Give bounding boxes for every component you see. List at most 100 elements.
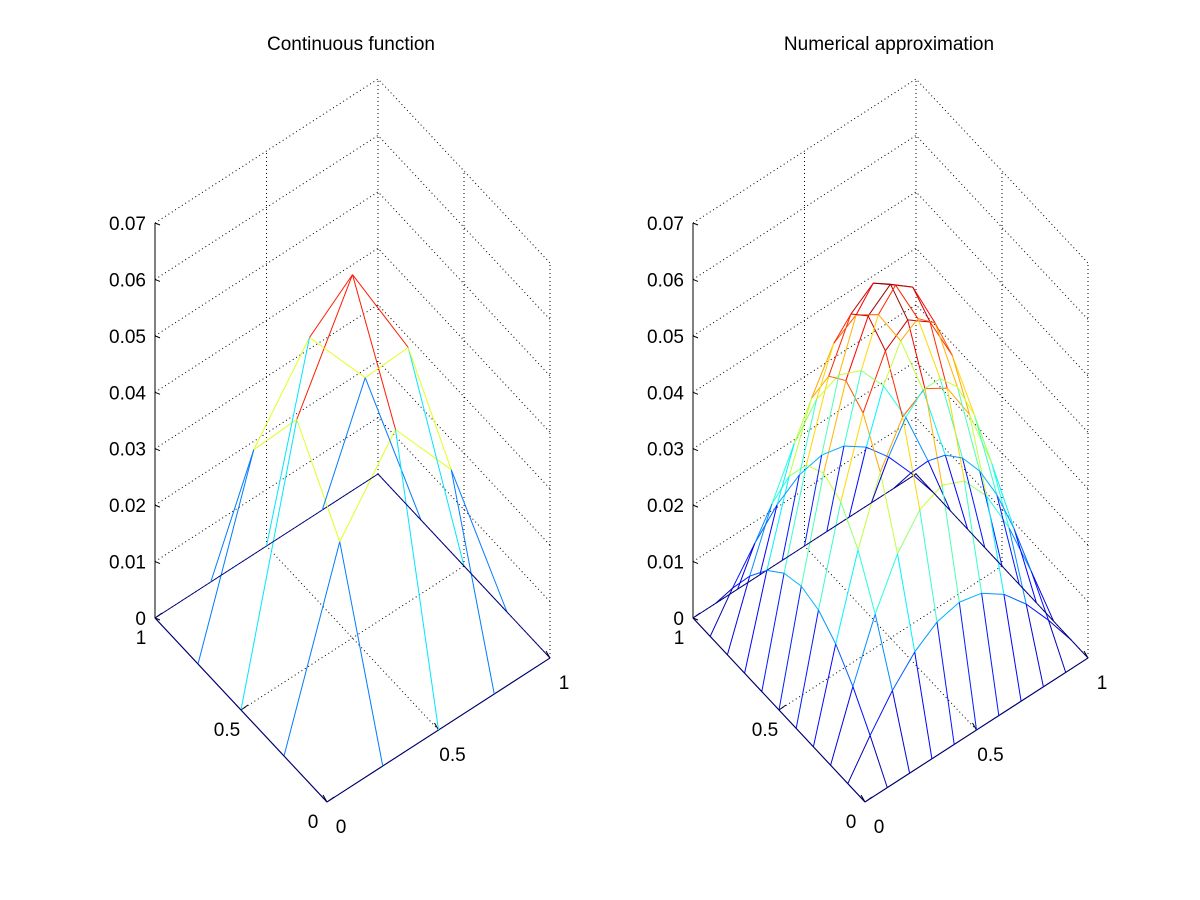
- mesh-line-y: [984, 547, 1003, 567]
- mesh-line-y: [377, 473, 422, 521]
- mesh-line-y: [956, 386, 976, 416]
- mesh-line-y: [932, 492, 951, 512]
- mesh-line-y: [917, 318, 936, 324]
- mesh-line-y: [210, 449, 255, 583]
- mesh-line-y: [890, 283, 909, 321]
- mesh-line-x: [838, 370, 862, 376]
- mesh-line-y: [816, 343, 835, 400]
- mesh-line-x: [1048, 619, 1072, 640]
- z-tick-label: 0.01: [109, 553, 146, 574]
- mesh-line-x: [912, 286, 936, 324]
- mesh-line-y: [818, 609, 837, 645]
- grid-line-z: [692, 360, 1089, 546]
- mesh-line-y: [1008, 527, 1027, 605]
- mesh-line-y: [1053, 620, 1072, 640]
- mesh-line-y: [879, 471, 898, 554]
- mesh-line-x: [709, 588, 733, 637]
- mesh-line-y: [850, 313, 869, 317]
- grid-line-z: [154, 304, 551, 490]
- mesh-line-y: [1025, 604, 1044, 687]
- mesh-line-y: [939, 378, 958, 388]
- mesh-line-y: [283, 755, 328, 803]
- mesh-line-y: [870, 456, 890, 503]
- grid-line-z: [154, 360, 551, 546]
- mesh-line-x: [914, 621, 938, 653]
- mesh-line-x: [1025, 603, 1049, 621]
- mesh-line-y: [1001, 565, 1020, 585]
- mesh-line-y: [910, 460, 929, 474]
- grid-line-z: [154, 416, 551, 602]
- mesh-line-y: [912, 286, 931, 323]
- mesh-line-x: [888, 456, 912, 474]
- mesh-line-y: [783, 572, 802, 587]
- mesh-line-y: [450, 469, 495, 695]
- mesh-line-x: [964, 480, 987, 497]
- mesh-line-x: [395, 429, 452, 471]
- mesh-line-y: [778, 709, 797, 729]
- mesh-line-y: [1018, 584, 1037, 604]
- mesh-line-x: [818, 501, 842, 611]
- mesh-line-y: [867, 315, 886, 351]
- mesh-line-y: [197, 663, 242, 711]
- mesh-line-x: [759, 559, 783, 576]
- mesh-line-x: [835, 549, 859, 645]
- grid-line-floor-y: [240, 565, 465, 711]
- z-tick-mark: [692, 335, 699, 339]
- mesh-line-x: [744, 570, 768, 674]
- mesh-line-y: [1013, 528, 1032, 572]
- mesh-line-y: [830, 764, 849, 784]
- y-tick-mark: [240, 704, 249, 711]
- mesh-line-y: [800, 585, 819, 611]
- mesh-line-x: [887, 772, 910, 789]
- mesh-line-y: [309, 274, 353, 338]
- mesh-line-y: [754, 503, 773, 544]
- mesh-line-x: [860, 370, 884, 387]
- mesh-line-y: [709, 636, 728, 656]
- mesh-line-y: [714, 587, 733, 604]
- mesh-line-x: [959, 592, 982, 603]
- grid-line-z: [692, 247, 1089, 433]
- mesh-line-y: [915, 473, 934, 493]
- mesh-line-x: [692, 603, 716, 619]
- mesh-line-y: [766, 569, 785, 574]
- mesh-line-x: [783, 464, 807, 574]
- mesh-line-y: [974, 415, 993, 464]
- mesh-line-x: [939, 378, 963, 459]
- z-tick-mark: [692, 278, 699, 282]
- z-tick-mark: [154, 222, 161, 226]
- y-tick-label: 0: [308, 812, 319, 833]
- mesh-line-y: [919, 509, 938, 623]
- mesh-line-y: [253, 419, 298, 451]
- mesh-line-x: [438, 693, 495, 731]
- mesh-line-y: [823, 472, 842, 503]
- mesh-line-x: [812, 643, 837, 747]
- z-tick-mark: [154, 504, 161, 508]
- mesh-line-x: [927, 460, 951, 512]
- z-tick-mark: [154, 561, 161, 565]
- z-tick-label: 0.01: [647, 553, 684, 574]
- mesh-line-y: [951, 355, 970, 415]
- z-tick-label: 0.04: [109, 383, 146, 404]
- mesh-line-x: [910, 472, 934, 493]
- mesh-line-x: [197, 449, 255, 665]
- mesh-line-y: [893, 472, 912, 489]
- mesh-line-y: [855, 282, 874, 316]
- mesh-line-x: [845, 315, 869, 381]
- mesh-line-y: [395, 429, 439, 731]
- mesh-line-x: [848, 502, 872, 518]
- mesh-line-x: [891, 651, 916, 691]
- mesh-line-x: [781, 545, 805, 561]
- mesh-line-y: [845, 380, 864, 414]
- mesh-line-y: [860, 314, 879, 371]
- mesh-line-y: [296, 419, 341, 542]
- mesh-line-x: [852, 614, 876, 687]
- y-tick-label: 1: [674, 628, 685, 649]
- mesh-line-y: [737, 543, 756, 590]
- mesh-line-y: [958, 602, 977, 731]
- mesh-line-x: [897, 509, 921, 554]
- mesh-line-y: [848, 447, 867, 518]
- mesh-line-x: [339, 429, 396, 542]
- mesh-line-x: [917, 318, 941, 379]
